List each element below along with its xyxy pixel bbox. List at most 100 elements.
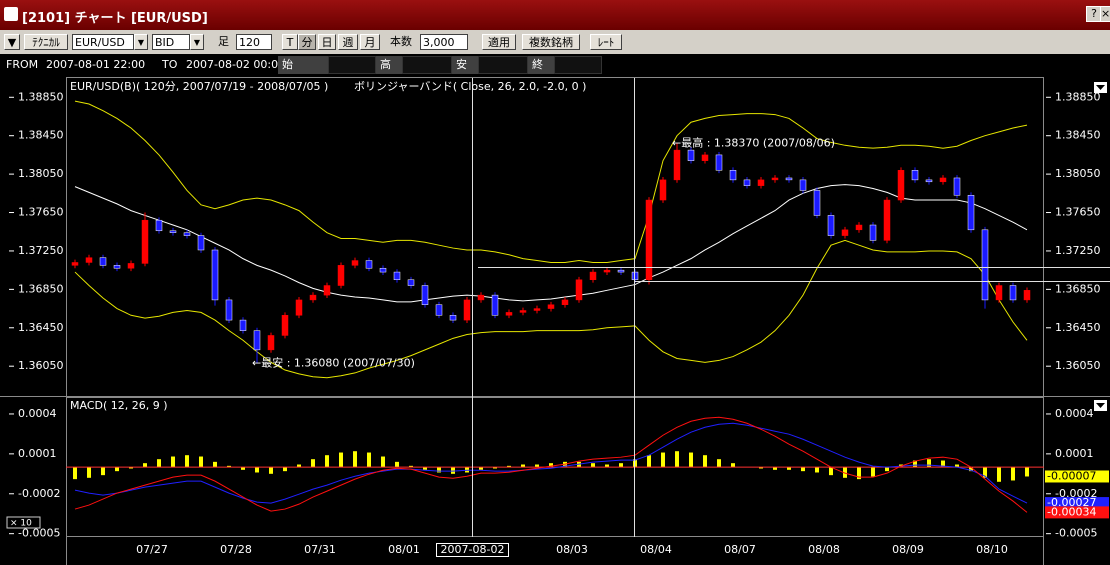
- histogram-bar: [157, 459, 161, 468]
- candle-body: [771, 177, 779, 181]
- histogram-bar: [395, 461, 399, 468]
- candle-body: [99, 257, 107, 266]
- histogram-bar: [437, 467, 441, 473]
- to-value: 2007-08-02 00:00: [186, 58, 286, 71]
- menu-button[interactable]: ▼: [4, 34, 20, 50]
- candle-body: [85, 257, 93, 263]
- candle-body: [519, 310, 527, 313]
- histogram-bar: [367, 452, 371, 468]
- y-tick-label: 1.38850: [1055, 90, 1101, 103]
- y-tick-label: 1.36450: [1055, 321, 1101, 334]
- candle-body: [645, 199, 653, 281]
- range-bar: FROM 2007-08-01 22:00 TO 2007-08-02 00:0…: [0, 54, 1110, 76]
- x-tick-label: 08/04: [640, 543, 672, 556]
- panel-menu-icon: [1096, 85, 1105, 90]
- histogram-bar: [717, 459, 721, 468]
- interval-input[interactable]: 120: [236, 34, 272, 50]
- close-value: [554, 56, 602, 74]
- histogram-bar: [353, 451, 357, 468]
- histogram-bar: [283, 467, 287, 472]
- candle-body: [1023, 290, 1031, 301]
- histogram-bar: [493, 467, 497, 469]
- y-tick-label: 1.38050: [18, 167, 64, 180]
- chart-title: EUR/USD(B)( 120分, 2007/07/19 - 2008/07/0…: [70, 80, 328, 93]
- multi-button[interactable]: 複数銘柄: [522, 34, 580, 50]
- histogram-bar: [311, 459, 315, 468]
- y-tick-label: 1.38450: [18, 129, 64, 142]
- close-button[interactable]: ×: [1100, 6, 1110, 22]
- histogram-bar: [647, 455, 651, 468]
- candle-body: [71, 262, 79, 266]
- x-tick-label: 08/03: [556, 543, 588, 556]
- high-label: 高: [376, 56, 402, 74]
- candle-body: [757, 179, 765, 186]
- candle-body: [701, 154, 709, 161]
- unit-button[interactable]: 月: [360, 34, 380, 50]
- histogram-bar: [129, 467, 133, 469]
- candle-body: [267, 335, 275, 351]
- candle-body: [239, 319, 247, 331]
- x-tick-label: 08/08: [808, 543, 840, 556]
- candle-body: [379, 267, 387, 273]
- histogram-bar: [521, 464, 525, 468]
- candle-body: [323, 285, 331, 296]
- histogram-bar: [913, 460, 917, 468]
- candle-body: [547, 304, 555, 309]
- histogram-bar: [339, 452, 343, 468]
- close-label: 終: [528, 56, 554, 74]
- unit-button[interactable]: 分: [298, 34, 316, 50]
- candle-body: [505, 312, 513, 316]
- dropdown-arrow[interactable]: ▼: [134, 34, 148, 50]
- candle-body: [211, 249, 219, 301]
- rate-button[interactable]: ﾚｰﾄ: [590, 34, 622, 50]
- histogram-bar: [969, 467, 973, 472]
- open-label: 始: [278, 56, 328, 74]
- histogram-bar: [381, 456, 385, 468]
- histogram-bar: [941, 460, 945, 468]
- candle-body: [673, 149, 681, 181]
- candle-body: [435, 304, 443, 316]
- count-input[interactable]: 3,000: [420, 34, 468, 50]
- histogram-bar: [269, 467, 273, 474]
- candle-body: [281, 315, 289, 336]
- annotation: ←最安 : 1.36080 (2007/07/30): [252, 355, 415, 369]
- symbol-select[interactable]: EUR/USD: [72, 34, 134, 50]
- interval-label: 足: [218, 35, 229, 48]
- histogram-bar: [451, 467, 455, 474]
- last-value-label: -0.00027: [1047, 496, 1096, 509]
- app-icon: [4, 7, 18, 21]
- toolbar: ▼ ﾃｸﾆｶﾙ EUR/USD ▼ BID ▼ 足 120 T 分 日 週 月 …: [0, 30, 1110, 54]
- candle-body: [1009, 285, 1017, 301]
- histogram-bar: [241, 467, 245, 470]
- side-select[interactable]: BID: [152, 34, 190, 50]
- unit-button[interactable]: 日: [318, 34, 336, 50]
- candle-body: [183, 232, 191, 236]
- candle-body: [995, 285, 1003, 301]
- y-tick-label: 1.38450: [1055, 129, 1101, 142]
- histogram-bar: [325, 455, 329, 468]
- candle-body: [911, 170, 919, 181]
- dropdown-arrow[interactable]: ▼: [190, 34, 204, 50]
- open-value: [328, 56, 376, 74]
- candle-body: [953, 177, 961, 196]
- candle-body: [449, 315, 457, 321]
- histogram-bar: [535, 464, 539, 468]
- histogram-bar: [101, 467, 105, 476]
- candle-body: [813, 190, 821, 216]
- histogram-bar: [591, 463, 595, 468]
- macd-line: [74, 422, 1028, 504]
- y-tick-label: 1.38850: [18, 90, 64, 103]
- macd-title: MACD( 12, 26, 9 ): [70, 399, 168, 412]
- candle-body: [197, 235, 205, 251]
- y-tick-label: -0.0002: [1055, 487, 1097, 500]
- apply-button[interactable]: 適用: [482, 34, 516, 50]
- unit-button[interactable]: T: [282, 34, 298, 50]
- to-label: TO: [162, 58, 178, 71]
- technical-button[interactable]: ﾃｸﾆｶﾙ: [24, 34, 68, 50]
- candle-body: [365, 260, 373, 269]
- candle-body: [337, 265, 345, 286]
- histogram-bar: [619, 463, 623, 468]
- unit-button[interactable]: 週: [338, 34, 358, 50]
- histogram-bar: [409, 465, 413, 468]
